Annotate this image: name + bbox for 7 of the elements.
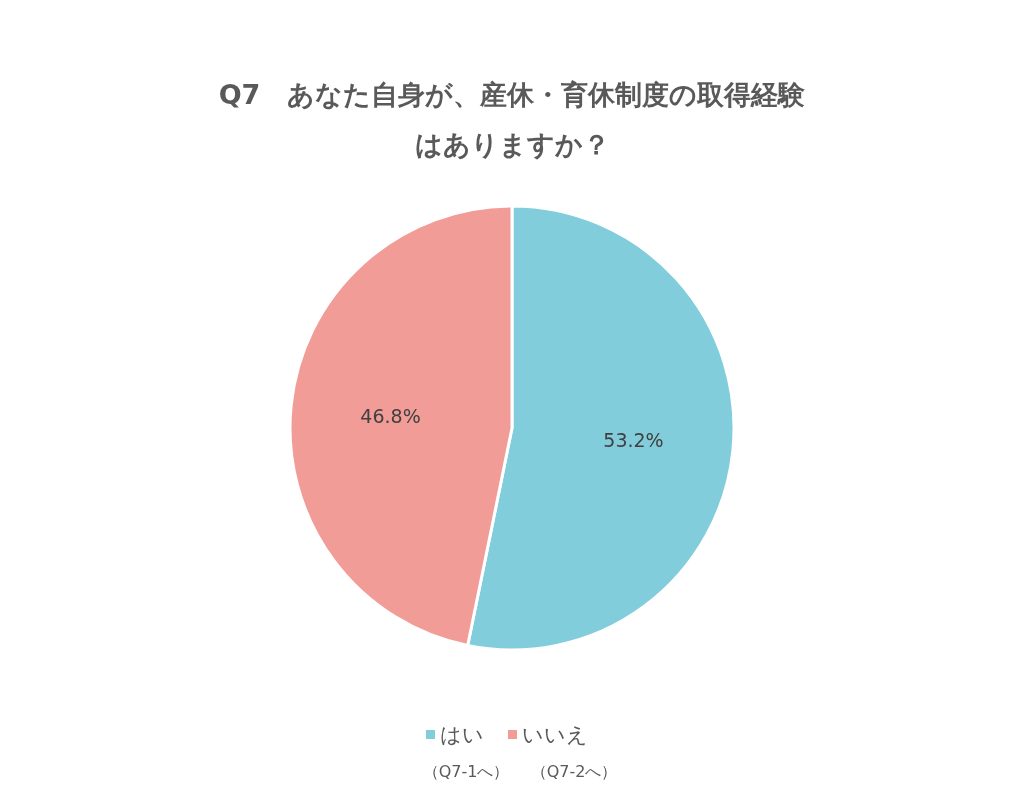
legend-label: はい	[440, 723, 484, 747]
text: （Q7-2へ）	[530, 762, 618, 781]
data-label: 46.8%	[360, 404, 421, 427]
legend-label: いいえ	[522, 723, 588, 747]
chart-title: Q7 あなた自身が、産休・育休制度の取得経験はありますか？	[217, 78, 807, 162]
text: （Q7-1へ）	[422, 762, 510, 781]
data-label: 53.2%	[603, 429, 664, 452]
